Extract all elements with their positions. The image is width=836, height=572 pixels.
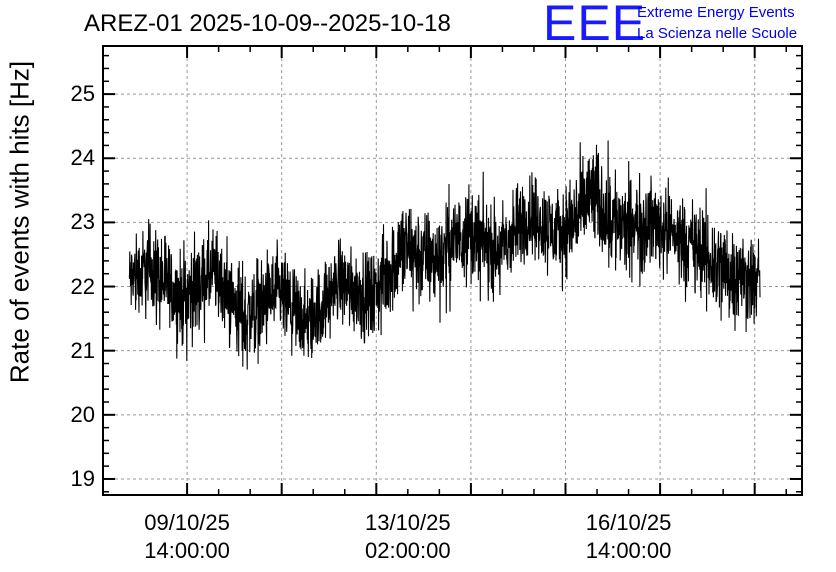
x-tick-date: 09/10/25 [144,510,230,535]
y-tick-label: 24 [70,145,95,171]
y-tick-label: 23 [70,209,95,235]
x-tick-label: 09/10/25 14:00:00 [117,509,257,565]
y-tick-label: 25 [70,81,95,107]
logo-caption-2: La Scienza nelle Scuole [637,25,798,42]
y-tick-label: 20 [70,401,95,427]
eee-logo: EEE [543,0,647,51]
y-tick-label: 21 [70,337,95,363]
x-tick-date: 16/10/25 [585,510,672,535]
axis-ticks [103,46,802,495]
y-axis-label: Rate of events with hits [Hz] [4,60,35,384]
series-rate [128,140,761,370]
y-tick-label: 19 [70,465,95,491]
plot-frame [102,45,803,496]
rate-line [128,140,761,370]
chart-title: AREZ-01 2025-10-09--2025-10-18 [84,10,451,37]
x-tick-time: 02:00:00 [364,538,451,563]
x-tick-time: 14:00:00 [144,538,230,563]
logo-caption-1: Extreme Energy Events [637,4,795,21]
x-tick-time: 14:00:00 [585,538,672,563]
y-tick-label: 22 [70,273,95,299]
x-tick-label: 13/10/25 02:00:00 [338,509,478,565]
x-tick-date: 13/10/25 [364,510,451,535]
x-tick-label: 16/10/25 14:00:00 [559,509,699,565]
